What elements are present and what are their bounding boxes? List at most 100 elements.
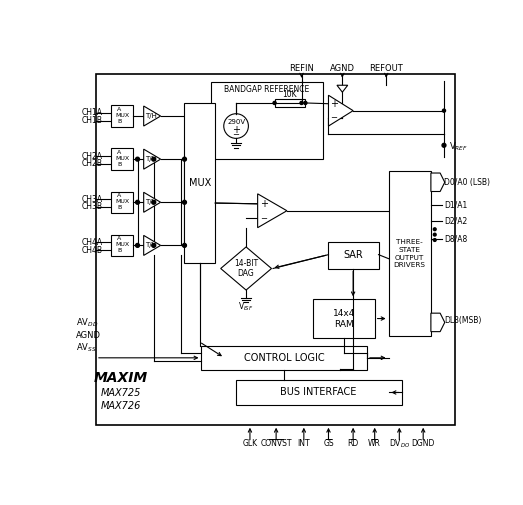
Text: REFOUT: REFOUT	[369, 64, 403, 73]
Text: B: B	[117, 248, 121, 254]
Circle shape	[152, 200, 156, 204]
Text: CH1A: CH1A	[82, 109, 103, 118]
Bar	[111, 105, 133, 127]
Text: −: −	[260, 214, 267, 223]
Bar	[96, 74, 455, 425]
Text: MUX: MUX	[115, 156, 129, 161]
Bar	[185, 103, 215, 263]
Text: THREE-: THREE-	[396, 239, 423, 245]
Circle shape	[273, 102, 276, 105]
Bar	[313, 299, 374, 338]
Text: 290V: 290V	[227, 119, 245, 125]
Text: CH3A: CH3A	[82, 195, 103, 204]
Polygon shape	[221, 247, 271, 290]
Text: DGND: DGND	[412, 439, 435, 448]
Circle shape	[434, 239, 436, 241]
Text: MUX: MUX	[189, 178, 211, 188]
Text: CH2B: CH2B	[82, 159, 103, 168]
Text: D2/A2: D2/A2	[444, 216, 467, 225]
Polygon shape	[337, 85, 348, 92]
Text: MAXIM: MAXIM	[94, 371, 147, 385]
Text: AGND: AGND	[76, 331, 101, 340]
Text: A: A	[117, 107, 121, 112]
Text: GS: GS	[323, 439, 334, 448]
Text: STATE: STATE	[399, 247, 420, 253]
Bar	[211, 82, 323, 159]
Text: A: A	[117, 149, 121, 155]
Text: MAX725: MAX725	[100, 388, 141, 398]
Text: CONTROL LOGIC: CONTROL LOGIC	[244, 353, 324, 363]
Text: CONVST: CONVST	[260, 439, 292, 448]
Circle shape	[434, 233, 436, 236]
Circle shape	[300, 102, 303, 105]
Text: BANDGAP REFERENCE: BANDGAP REFERENCE	[224, 85, 310, 94]
Text: B: B	[117, 205, 121, 210]
Text: T/H: T/H	[145, 113, 157, 119]
Text: AGND: AGND	[330, 64, 355, 73]
Polygon shape	[328, 95, 353, 126]
Text: V$_{ISF}$: V$_{ISF}$	[238, 301, 254, 313]
Circle shape	[135, 157, 140, 161]
Bar	[111, 235, 133, 256]
Text: CH2A: CH2A	[82, 152, 103, 161]
Text: 14-BIT: 14-BIT	[234, 259, 258, 268]
Bar	[201, 345, 367, 370]
Text: MUX: MUX	[115, 242, 129, 247]
Bar	[389, 171, 431, 336]
Text: A: A	[117, 236, 121, 241]
Text: D0/A0 (LSB): D0/A0 (LSB)	[444, 178, 490, 187]
Text: CH3B: CH3B	[82, 203, 103, 212]
Text: DL8(MSB): DL8(MSB)	[444, 316, 481, 325]
Text: −: −	[233, 130, 240, 139]
Polygon shape	[144, 235, 161, 256]
Text: AV$_{DD}$: AV$_{DD}$	[76, 316, 98, 329]
Circle shape	[304, 102, 307, 105]
Text: WR: WR	[368, 439, 381, 448]
Circle shape	[442, 143, 446, 147]
Text: 14x4: 14x4	[333, 309, 355, 318]
Text: A: A	[117, 193, 121, 198]
Text: T/H: T/H	[145, 242, 157, 248]
Polygon shape	[431, 313, 445, 332]
Polygon shape	[258, 194, 287, 228]
Bar	[111, 148, 133, 170]
Text: B: B	[117, 162, 121, 167]
Text: +: +	[330, 98, 338, 109]
Text: D1/A1: D1/A1	[444, 201, 467, 210]
Text: B: B	[117, 119, 121, 124]
Text: MUX: MUX	[115, 113, 129, 118]
Text: DAG: DAG	[238, 269, 255, 278]
Text: REFIN: REFIN	[289, 64, 314, 73]
Text: RAM: RAM	[334, 320, 354, 329]
Text: SAR: SAR	[343, 249, 363, 260]
Text: INT: INT	[298, 439, 310, 448]
Text: RD: RD	[347, 439, 359, 448]
Circle shape	[135, 200, 140, 204]
Text: D8/A8: D8/A8	[444, 235, 467, 244]
Text: MUX: MUX	[115, 199, 129, 204]
Bar	[275, 99, 305, 107]
Circle shape	[135, 243, 140, 247]
Text: AV$_{SS}$: AV$_{SS}$	[76, 341, 97, 354]
Text: V$_{REF}$: V$_{REF}$	[449, 140, 469, 153]
Text: CH4A: CH4A	[82, 238, 103, 247]
Text: T/H: T/H	[145, 199, 157, 205]
Bar	[236, 380, 402, 405]
Polygon shape	[431, 173, 445, 191]
Circle shape	[183, 157, 186, 161]
Circle shape	[183, 200, 186, 204]
Text: DRIVERS: DRIVERS	[393, 263, 425, 269]
Circle shape	[152, 157, 156, 161]
Text: +: +	[260, 199, 268, 209]
Polygon shape	[144, 149, 161, 169]
Circle shape	[183, 243, 186, 247]
Text: T/H: T/H	[145, 156, 157, 162]
Text: CH4B: CH4B	[82, 245, 103, 255]
Text: 10K: 10K	[282, 90, 297, 99]
Text: DV$_{DO}$: DV$_{DO}$	[389, 437, 410, 449]
Text: OUTPUT: OUTPUT	[395, 255, 424, 261]
Text: MAX726: MAX726	[100, 400, 141, 411]
Text: +: +	[232, 125, 240, 135]
Bar	[111, 191, 133, 213]
Circle shape	[442, 109, 446, 112]
